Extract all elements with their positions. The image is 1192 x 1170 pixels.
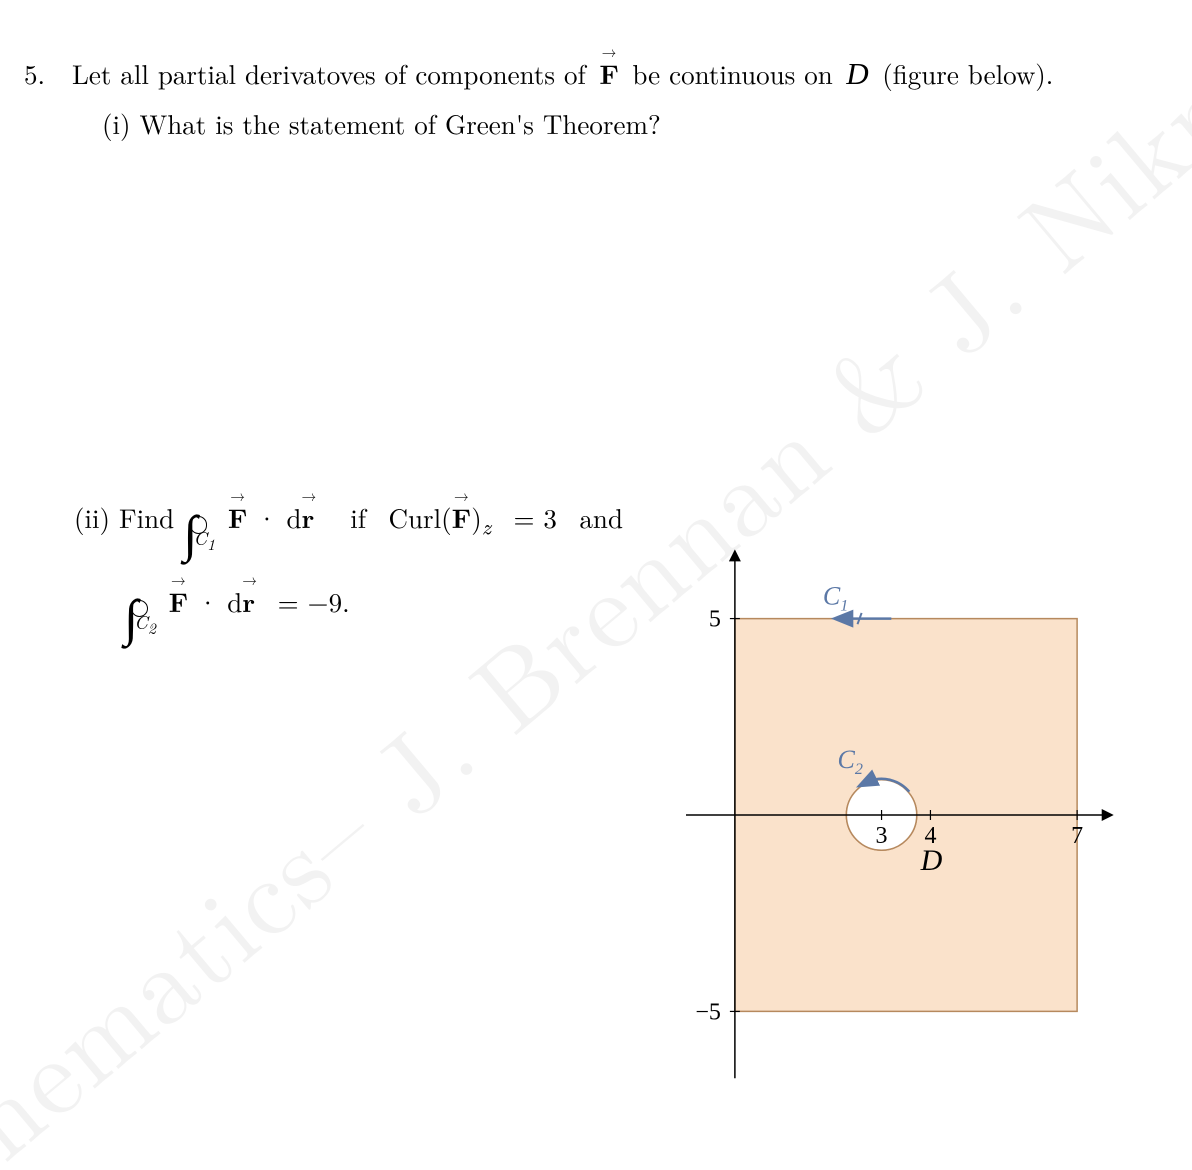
if-word: if <box>350 498 366 536</box>
stmt-prefix: Let all partial derivatoves of component… <box>72 53 586 95</box>
dot-1: · <box>256 498 277 536</box>
page: hematics– J. Brennan & J. Nikn 5. Let al… <box>0 0 1192 1170</box>
part-ii-label: (ii) <box>74 498 110 536</box>
find-word: Find <box>119 498 174 536</box>
stmt-suffix: (figure below). <box>882 53 1053 95</box>
part-ii-line1: (ii) Find ∫C1 F · dr if Curl(F)z = 3 and <box>74 494 634 566</box>
figure-diagram: 5−5347C1C2D <box>616 520 1156 1120</box>
F-vec-1: F <box>228 494 248 536</box>
F-vector: F <box>599 48 619 94</box>
svg-text:C1: C1 <box>823 582 848 615</box>
svg-text:D: D <box>920 844 943 877</box>
svg-text:3: 3 <box>876 823 888 849</box>
curl-sub: z <box>482 509 491 541</box>
curl-label: Curl( <box>389 498 452 536</box>
problem-number: 5. <box>24 53 72 95</box>
svg-text:5: 5 <box>709 607 721 633</box>
svg-text:7: 7 <box>1071 823 1083 849</box>
part-ii: (ii) Find ∫C1 F · dr if Curl(F)z = 3 and… <box>74 494 634 650</box>
r-vec-1: r <box>301 494 314 536</box>
oint-C1-sub: C1 <box>194 525 216 551</box>
cal-D: D <box>846 50 868 98</box>
eq2-value: = −9. <box>278 582 350 620</box>
F-vec-2: F <box>169 578 189 620</box>
problem-line-1: 5. Let all partial derivatoves of compon… <box>24 48 1152 98</box>
d-1: d <box>286 498 301 536</box>
curl-value: = 3 <box>513 498 557 536</box>
r-vec-2: r <box>242 578 255 620</box>
problem-statement: 5. Let all partial derivatoves of compon… <box>24 48 1152 98</box>
oint-C2-sub: C2 <box>134 609 156 635</box>
stmt-mid: be continuous on <box>632 53 832 95</box>
d-2: d <box>227 582 242 620</box>
svg-text:−5: −5 <box>695 999 721 1025</box>
dot-2: · <box>197 582 218 620</box>
part-i: (i) What is the statement of Green's The… <box>102 104 661 142</box>
F-vec-curl: F <box>452 494 472 536</box>
part-ii-line2: ∫C2 F · dr = −9. <box>124 578 634 650</box>
